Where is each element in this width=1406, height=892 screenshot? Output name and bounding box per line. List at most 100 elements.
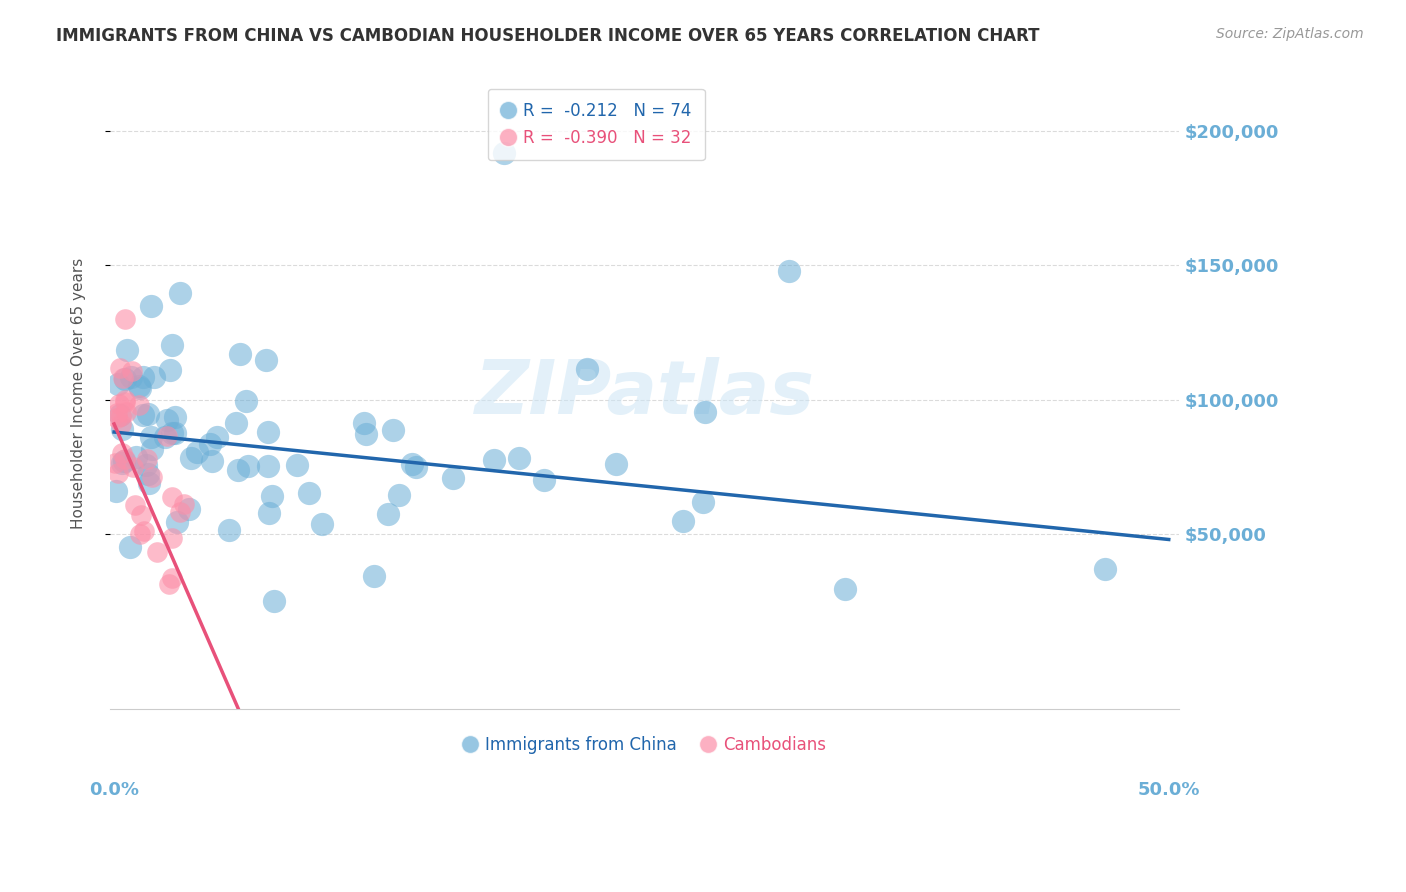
Point: [287, 458, 309, 472]
Point: [160, 490, 183, 504]
Point: [110, 409, 132, 424]
Point: [235, 394, 257, 409]
Point: [114, 372, 136, 386]
Point: [104, 456, 127, 470]
Point: [162, 531, 184, 545]
Point: [363, 569, 385, 583]
Point: [254, 353, 277, 368]
Point: [105, 483, 128, 498]
Point: [114, 452, 136, 467]
Point: [381, 423, 404, 437]
Point: [605, 457, 627, 471]
Point: [108, 408, 131, 422]
Point: [180, 450, 202, 465]
Point: [129, 527, 152, 541]
Point: [153, 430, 176, 444]
Point: [201, 454, 224, 468]
Point: [225, 417, 247, 431]
Point: [401, 458, 423, 472]
Point: [111, 457, 134, 471]
Point: [132, 524, 155, 538]
Text: 0.0%: 0.0%: [89, 781, 139, 799]
Point: [256, 425, 278, 440]
Point: [114, 395, 136, 409]
Point: [131, 508, 153, 523]
Point: [131, 370, 153, 384]
Point: [115, 405, 138, 419]
Point: [159, 363, 181, 377]
Point: [508, 450, 530, 465]
Point: [186, 445, 208, 459]
Text: Source: ZipAtlas.com: Source: ZipAtlas.com: [1216, 27, 1364, 41]
Point: [218, 523, 240, 537]
Point: [169, 286, 191, 301]
Point: [165, 425, 187, 440]
Point: [111, 371, 134, 385]
Point: [122, 459, 145, 474]
Point: [156, 412, 179, 426]
Point: [156, 429, 179, 443]
Point: [353, 416, 375, 430]
Point: [1094, 562, 1116, 576]
Point: [160, 571, 183, 585]
Point: [533, 473, 555, 487]
Y-axis label: Householder Income Over 65 years: Householder Income Over 65 years: [72, 258, 86, 529]
Legend: Immigrants from China, Cambodians: Immigrants from China, Cambodians: [453, 725, 837, 764]
Point: [110, 417, 132, 431]
Text: ZIPatlas: ZIPatlas: [475, 357, 814, 430]
Point: [311, 516, 333, 531]
Point: [125, 450, 148, 465]
Point: [160, 338, 183, 352]
Point: [494, 145, 516, 160]
Point: [236, 458, 259, 473]
Point: [257, 506, 280, 520]
Text: 50.0%: 50.0%: [1137, 781, 1199, 799]
Point: [128, 381, 150, 395]
Point: [695, 405, 717, 419]
Point: [405, 460, 427, 475]
Point: [576, 361, 599, 376]
Point: [128, 398, 150, 412]
Point: [169, 505, 191, 519]
Point: [257, 458, 280, 473]
Point: [834, 582, 856, 597]
Point: [162, 425, 184, 440]
Point: [136, 467, 159, 481]
Point: [443, 470, 465, 484]
Point: [139, 430, 162, 444]
Point: [260, 489, 283, 503]
Point: [107, 377, 129, 392]
Point: [131, 409, 153, 423]
Point: [128, 379, 150, 393]
Point: [111, 422, 134, 436]
Text: IMMIGRANTS FROM CHINA VS CAMBODIAN HOUSEHOLDER INCOME OVER 65 YEARS CORRELATION : IMMIGRANTS FROM CHINA VS CAMBODIAN HOUSE…: [56, 27, 1040, 45]
Point: [124, 498, 146, 512]
Point: [228, 347, 250, 361]
Point: [146, 545, 169, 559]
Point: [143, 369, 166, 384]
Point: [114, 393, 136, 408]
Point: [354, 426, 377, 441]
Point: [114, 312, 136, 326]
Point: [121, 364, 143, 378]
Point: [118, 540, 141, 554]
Point: [177, 501, 200, 516]
Point: [112, 454, 135, 468]
Point: [297, 486, 319, 500]
Point: [173, 497, 195, 511]
Point: [120, 369, 142, 384]
Point: [111, 446, 134, 460]
Point: [263, 594, 285, 608]
Point: [105, 405, 128, 419]
Point: [136, 407, 159, 421]
Point: [388, 487, 411, 501]
Point: [226, 462, 249, 476]
Point: [108, 397, 131, 411]
Point: [157, 577, 180, 591]
Point: [135, 452, 157, 467]
Point: [105, 411, 128, 425]
Point: [377, 507, 399, 521]
Point: [110, 360, 132, 375]
Point: [778, 264, 800, 278]
Point: [107, 467, 129, 481]
